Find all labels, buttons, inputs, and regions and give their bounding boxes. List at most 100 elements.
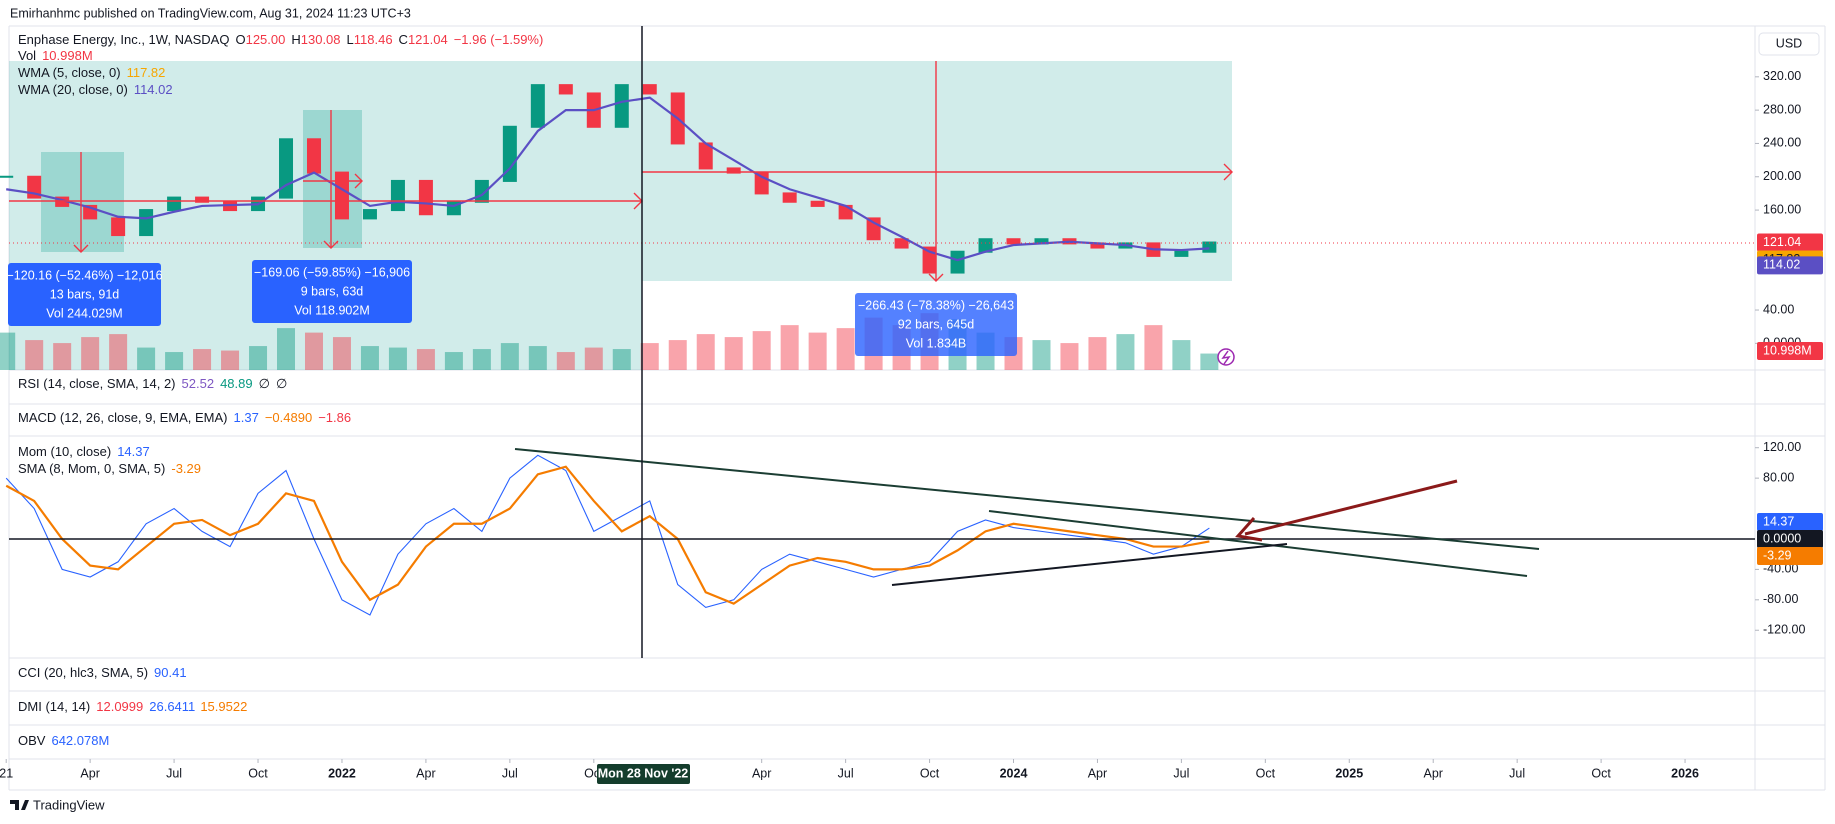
x-tick-label: Oct <box>1256 766 1276 780</box>
price-badge-label: 14.37 <box>1763 514 1794 528</box>
measure-text: −169.06 (−59.85%) −16,906 <box>254 265 410 279</box>
pane-value: 90.41 <box>154 665 187 680</box>
indicator-name: Vol <box>18 48 36 63</box>
x-tick-label: Apr <box>80 766 99 780</box>
volume-bar <box>612 349 631 370</box>
pane-name: MACD (12, 26, close, 9, EMA, EMA) <box>18 410 228 425</box>
volume-bar <box>137 347 156 370</box>
volume-bar <box>416 349 435 370</box>
y-tick-label: -120.00 <box>1763 623 1805 637</box>
candle <box>698 142 713 170</box>
x-tick-label: Oct <box>920 766 940 780</box>
price-badge <box>1757 546 1823 565</box>
arrow-head <box>73 244 89 253</box>
arrow-head <box>928 273 944 282</box>
candle <box>614 84 629 128</box>
measure-box <box>8 263 161 326</box>
y-tick-label: 120.00 <box>1763 440 1801 454</box>
y-tick-label: 200.00 <box>1763 169 1801 183</box>
volume-bar <box>1060 343 1079 370</box>
candle <box>1174 250 1189 257</box>
measure-box <box>252 260 412 323</box>
price-badge <box>1757 529 1823 548</box>
x-tick-label: Oct <box>1591 766 1611 780</box>
candle <box>810 200 825 207</box>
indicator-value: 14.37 <box>117 444 150 459</box>
arrow <box>1244 479 1458 536</box>
crosshair-label: Mon 28 Nov '22 <box>598 766 689 780</box>
price-badge-label: 0.0000 <box>1763 531 1801 545</box>
y-tick-label: 80.00 <box>1763 470 1794 484</box>
arrow-head <box>1223 163 1233 181</box>
pane-value: 26.6411 <box>149 699 195 714</box>
arrow-head <box>354 173 363 189</box>
pane-value: 1.37 <box>234 410 259 425</box>
x-tick-label: Jul <box>502 766 518 780</box>
volume-bar <box>472 349 491 370</box>
trend-line <box>891 543 1288 586</box>
y-tick-label: 280.00 <box>1763 102 1801 116</box>
pane-value: −0.4890 <box>265 410 312 425</box>
ohlc-value: 130.08 <box>301 32 341 47</box>
candle <box>167 196 182 212</box>
volume-bar <box>53 343 72 370</box>
indicator-name: WMA (5, close, 0) <box>18 65 121 80</box>
x-tick-label: Jul <box>1173 766 1189 780</box>
arrow-head <box>1235 517 1263 542</box>
x-tick-label: Apr <box>1423 766 1442 780</box>
legend: Enphase Energy, Inc., 1W, NASDAQ O125.00 H… <box>18 32 543 47</box>
volume-bar <box>277 328 296 370</box>
candle <box>195 196 210 203</box>
volume-bar <box>556 352 575 370</box>
x-tick-label: Oct <box>248 766 268 780</box>
y-tick-label: 160.00 <box>1763 202 1801 216</box>
volume-bar <box>388 347 407 370</box>
legend: WMA (5, close, 0) 117.82 <box>18 65 165 80</box>
x-tick-label: 2024 <box>1000 766 1028 780</box>
candle <box>1006 238 1021 245</box>
volume-bar <box>1200 353 1219 370</box>
trend-line <box>514 448 1540 550</box>
ohlc-value: 125.00 <box>246 32 286 47</box>
range-box <box>303 110 362 248</box>
y-tick-label: -80.00 <box>1763 592 1798 606</box>
volume-bar <box>109 334 128 370</box>
volume-bar <box>304 332 323 370</box>
y-tick-label: 320.00 <box>1763 69 1801 83</box>
logo <box>10 800 29 810</box>
candle <box>390 179 405 212</box>
measure-text: Vol 1.834B <box>906 336 966 350</box>
volume-bar <box>752 331 771 370</box>
replay-icon <box>1217 348 1235 366</box>
candle <box>558 84 573 95</box>
price-badge-label: 121.04 <box>1763 235 1801 249</box>
x-tick-label: Apr <box>752 766 771 780</box>
candle <box>418 179 433 216</box>
y-tick-label: 240.00 <box>1763 136 1801 150</box>
pane-value: 12.0999 <box>96 699 143 714</box>
volume-bar <box>360 346 379 370</box>
overlay: Enphase Energy, Inc., 1W, NASDAQ O125.00 H… <box>6 32 1823 784</box>
volume-bar <box>25 340 44 370</box>
candle <box>1034 238 1049 245</box>
volume-bar <box>584 347 603 370</box>
x-tick-label: 2025 <box>1335 766 1363 780</box>
publisher: Emirhanhmc published on TradingView.com,… <box>10 6 411 20</box>
x-tick-label: Apr <box>416 766 435 780</box>
volume-bar <box>696 334 715 370</box>
volume-bar <box>332 337 351 370</box>
currency-button[interactable] <box>1758 32 1820 56</box>
volume-bar <box>444 352 463 370</box>
measure-box <box>855 293 1017 356</box>
wma-line <box>6 96 1210 262</box>
ohlc-label: C <box>399 32 408 47</box>
indicator-value: 114.02 <box>134 82 173 97</box>
measure-text: −266.43 (−78.38%) −26,643 <box>858 298 1014 312</box>
indicator-value: 10.998M <box>42 48 93 63</box>
currency[interactable]: USD <box>1776 36 1802 50</box>
candle <box>530 84 545 128</box>
candle <box>726 167 741 174</box>
pane-value: −1.86 <box>318 410 351 425</box>
